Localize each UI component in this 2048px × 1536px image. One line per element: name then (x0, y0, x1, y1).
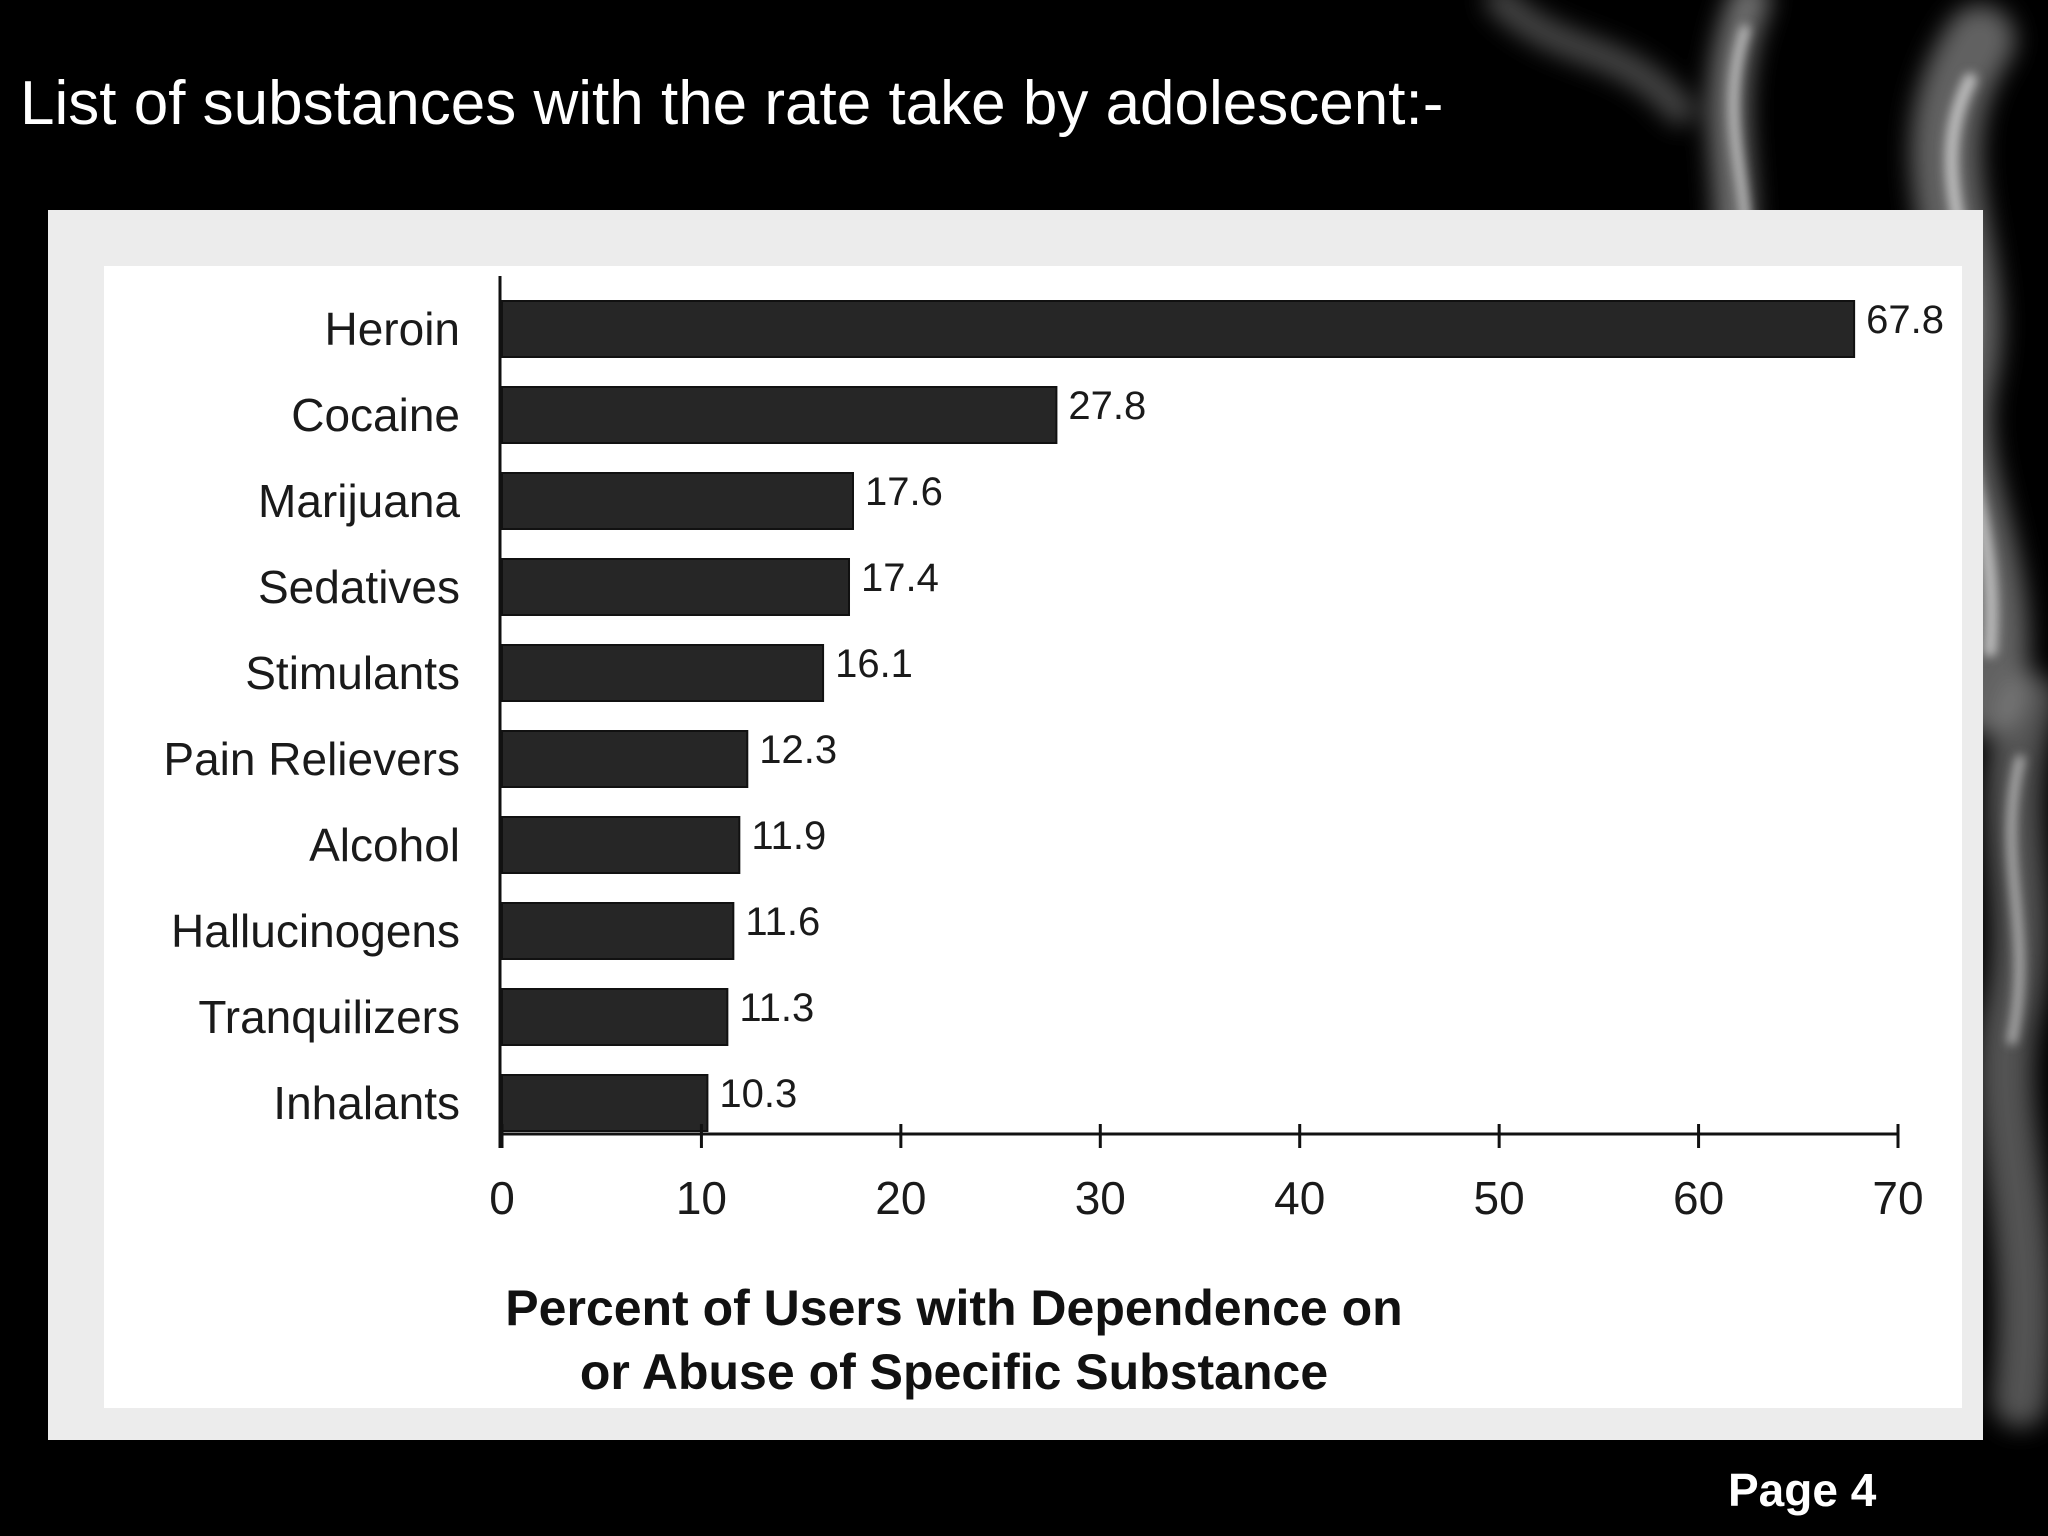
bar (501, 1074, 709, 1132)
data-label: 67.8 (1866, 298, 1944, 342)
category-label: Alcohol (309, 819, 460, 871)
slide-title: List of substances with the rate take by… (20, 69, 1444, 138)
bar (501, 558, 851, 616)
data-label: 11.6 (745, 900, 820, 944)
x-tick-label: 40 (1274, 1172, 1325, 1224)
category-label: Sedatives (258, 561, 460, 613)
data-label: 17.6 (865, 470, 943, 514)
category-label: Stimulants (245, 647, 460, 699)
x-tick-label: 50 (1474, 1172, 1525, 1224)
x-tick-label: 20 (875, 1172, 926, 1224)
bar (501, 386, 1058, 444)
bar (501, 902, 735, 960)
x-axis-title-line-2: or Abuse of Specific Substance (579, 1344, 1329, 1400)
data-label: 11.9 (751, 814, 826, 858)
bar (501, 730, 749, 788)
x-axis-title-line-1: Percent of Users with Dependence on (505, 1280, 1403, 1336)
chart-plot-area (104, 266, 1962, 1408)
category-label: Marijuana (258, 475, 460, 527)
page-number: Page 4 (1728, 1464, 1877, 1516)
x-tick-label: 30 (1075, 1172, 1126, 1224)
data-label: 12.3 (759, 728, 837, 772)
category-label: Inhalants (273, 1077, 460, 1129)
bar (501, 644, 825, 702)
data-label: 10.3 (719, 1072, 797, 1116)
data-label: 11.3 (739, 986, 814, 1030)
bar-chart: Heroin 67.8 Cocaine 27.8 Marijuana 17.6 Sedati… (163, 276, 1944, 1224)
bar (501, 472, 854, 530)
bar (501, 300, 1856, 358)
bar (501, 988, 729, 1046)
category-label: Pain Relievers (163, 733, 460, 785)
category-label: Cocaine (291, 389, 460, 441)
category-label: Tranquilizers (198, 991, 460, 1043)
x-tick-label: 70 (1872, 1172, 1923, 1224)
category-label: Hallucinogens (171, 905, 460, 957)
x-tick-label: 60 (1673, 1172, 1724, 1224)
category-label: Heroin (324, 303, 460, 355)
x-tick-label: 10 (676, 1172, 727, 1224)
bar (501, 816, 741, 874)
data-label: 27.8 (1068, 384, 1146, 428)
data-label: 16.1 (835, 642, 913, 686)
x-tick-label: 0 (489, 1172, 515, 1224)
data-label: 17.4 (861, 556, 939, 600)
